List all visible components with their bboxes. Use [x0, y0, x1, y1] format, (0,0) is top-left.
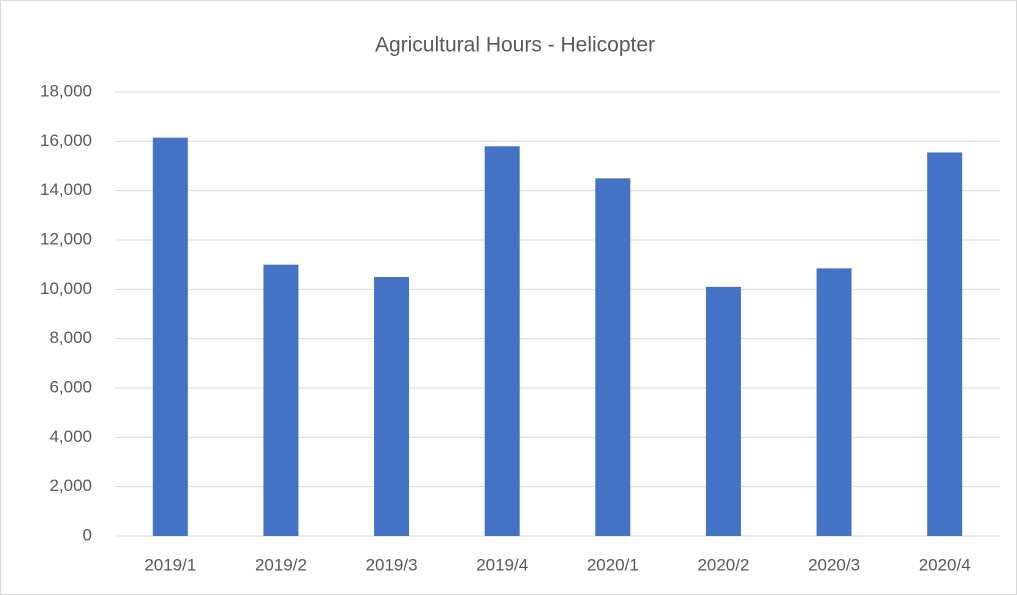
x-tick-label: 2020/4 — [919, 555, 971, 574]
y-tick-label: 16,000 — [40, 131, 92, 150]
chart-title: Agricultural Hours - Helicopter — [375, 34, 655, 57]
y-tick-label: 4,000 — [49, 427, 92, 446]
bar — [927, 152, 963, 536]
y-tick-label: 10,000 — [40, 279, 92, 298]
y-tick-label: 12,000 — [40, 229, 92, 248]
y-tick-label: 18,000 — [40, 81, 92, 100]
bar — [816, 268, 852, 536]
bar — [595, 178, 631, 537]
x-tick-label: 2019/4 — [476, 555, 528, 574]
bar — [263, 264, 299, 536]
y-tick-label: 0 — [83, 525, 92, 544]
y-tick-label: 2,000 — [49, 476, 92, 495]
x-tick-label: 2019/3 — [366, 555, 418, 574]
bar — [484, 146, 520, 536]
x-tick-label: 2019/2 — [255, 555, 307, 574]
x-tick-label: 2020/3 — [808, 555, 860, 574]
y-tick-label: 8,000 — [49, 328, 92, 347]
x-tick-label: 2020/1 — [587, 555, 639, 574]
x-tick-label: 2020/2 — [697, 555, 749, 574]
bar — [705, 286, 741, 536]
bar — [374, 277, 410, 536]
y-tick-label: 6,000 — [49, 377, 92, 396]
y-tick-label: 14,000 — [40, 180, 92, 199]
x-tick-label: 2019/1 — [144, 555, 196, 574]
bar — [152, 137, 188, 536]
